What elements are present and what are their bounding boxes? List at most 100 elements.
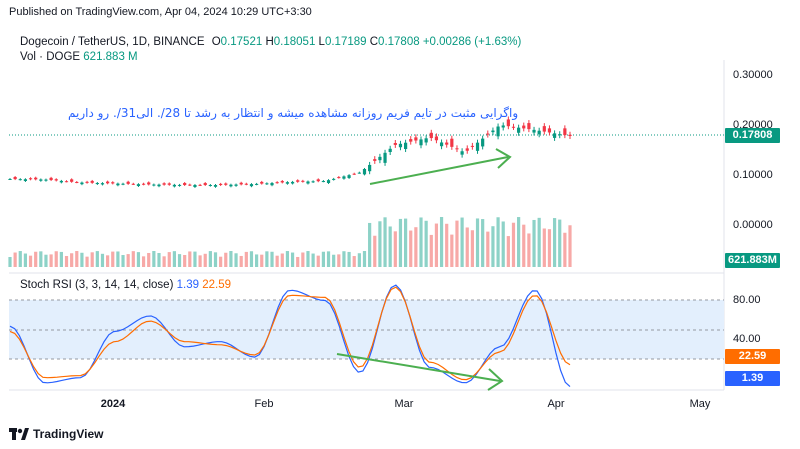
volume-bar — [537, 217, 541, 267]
volume-bar — [316, 255, 320, 267]
candle-body — [342, 176, 346, 179]
annotation-text[interactable]: واگرایی مثبت در تایم فریم روزانه مشاهده … — [68, 106, 519, 120]
candle-body — [219, 183, 223, 185]
candle-body — [90, 180, 94, 183]
candle-body — [301, 180, 305, 182]
candle-body — [537, 130, 541, 135]
rsi-title: Stoch RSI (3, 3, 14, 14, close) — [20, 279, 174, 291]
volume-bar — [378, 221, 382, 267]
volume-bar — [28, 255, 33, 267]
rsi-tick-40: 40.00 — [733, 333, 761, 345]
tradingview-logo[interactable]: TradingView — [9, 427, 103, 441]
candle-body — [183, 183, 187, 185]
volume-bar — [439, 217, 444, 267]
open-label: O — [211, 36, 221, 48]
volume-legend[interactable]: Vol · DOGE 621.883 M — [20, 51, 138, 63]
candle-body — [172, 184, 177, 187]
volume-bar — [357, 253, 361, 267]
candle-body — [8, 179, 12, 180]
volume-bar — [388, 226, 392, 267]
candle-body — [532, 129, 536, 133]
volume-bar — [234, 253, 238, 267]
candle-body — [54, 179, 58, 181]
candle-body — [460, 151, 464, 155]
candle-body — [290, 181, 295, 184]
candle-body — [167, 183, 171, 185]
volume-bar — [193, 251, 197, 267]
candle-body — [373, 159, 377, 161]
time-tick-feb: Feb — [254, 398, 274, 410]
volume-bar — [342, 251, 346, 267]
volume-bar — [44, 254, 48, 267]
rsi-k-badge: 1.39 — [725, 371, 780, 386]
volume-bar — [162, 256, 166, 267]
volume-bar — [8, 257, 12, 267]
tradingview-logo-icon — [9, 428, 29, 440]
rsi-d-badge: 22.59 — [725, 349, 780, 364]
volume-bar — [517, 217, 521, 267]
volume-bar — [188, 251, 192, 267]
volume-bar — [470, 230, 474, 267]
candle-body — [337, 177, 341, 179]
price-tick-1: 0.30000 — [733, 69, 773, 81]
volume-bar — [403, 218, 408, 267]
candle-body — [439, 142, 444, 147]
candle-body — [450, 138, 454, 147]
volume-bar — [547, 229, 552, 267]
volume-bar — [465, 227, 469, 267]
volume-bar — [522, 224, 526, 267]
candle-body — [64, 181, 69, 183]
volume-bar — [368, 222, 372, 267]
symbol-legend[interactable]: Dogecoin / TetherUS, 1D, BINANCE O0.1752… — [20, 36, 521, 48]
candle-body — [213, 185, 218, 187]
candle-body — [357, 172, 361, 174]
volume-bar — [434, 223, 439, 267]
volume-bar — [542, 228, 546, 267]
volume-bar — [511, 222, 516, 267]
candle-body — [501, 125, 505, 128]
candle-body — [106, 181, 110, 184]
symbol-name: Dogecoin / TetherUS, 1D, BINANCE — [20, 36, 205, 48]
volume-bar — [126, 254, 130, 267]
candle-body — [203, 183, 207, 185]
candle-body — [542, 126, 546, 132]
candle-body — [326, 180, 331, 184]
volume-bar — [481, 219, 485, 267]
volume-bar — [152, 251, 156, 267]
candle-body — [311, 181, 315, 183]
volume-bar — [260, 254, 264, 267]
candle-body — [126, 181, 130, 184]
candle-body — [177, 184, 182, 186]
candle-body — [198, 184, 202, 186]
volume-bar — [486, 231, 490, 267]
volume-bar — [558, 219, 562, 267]
volume-bar — [75, 251, 79, 267]
volume-bar — [409, 230, 413, 267]
volume-bar — [18, 251, 22, 267]
candles-group — [8, 116, 572, 188]
volume-bar — [280, 253, 284, 267]
volume-bar — [136, 252, 141, 267]
candle-body — [368, 164, 372, 172]
tradingview-brand: TradingView — [33, 427, 104, 441]
high-label: H — [265, 36, 274, 48]
volume-bar — [111, 251, 115, 267]
volume-bar — [95, 251, 99, 267]
candle-body — [306, 181, 310, 184]
volume-bar — [183, 255, 187, 267]
volume-bar — [141, 256, 146, 267]
rsi-legend[interactable]: Stoch RSI (3, 3, 14, 14, close) 1.39 22.… — [20, 279, 231, 291]
candle-body — [486, 133, 490, 135]
candle-body — [111, 182, 115, 184]
volume-bar — [290, 252, 295, 267]
candle-body — [285, 182, 290, 184]
candle-body — [157, 184, 161, 187]
volume-bar — [100, 253, 105, 267]
volume-bar — [491, 226, 495, 267]
volume-label: Vol · DOGE — [20, 51, 81, 63]
candle-body — [131, 183, 135, 185]
candle-body — [352, 173, 356, 175]
volume-bar — [244, 251, 248, 267]
candle-body — [193, 185, 197, 187]
